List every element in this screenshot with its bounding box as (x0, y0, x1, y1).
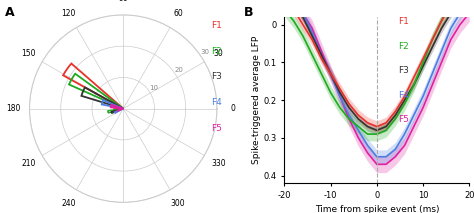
Y-axis label: Spike-triggered average LFP: Spike-triggered average LFP (252, 36, 261, 164)
Text: B: B (244, 6, 254, 19)
Text: A: A (5, 6, 14, 19)
Bar (102, 100, 123, 109)
Bar (69, 74, 123, 109)
Text: F3: F3 (211, 72, 222, 81)
Text: F5: F5 (398, 115, 409, 124)
X-axis label: Time from spike event (ms): Time from spike event (ms) (315, 205, 439, 213)
Text: F3: F3 (398, 66, 409, 75)
Bar (115, 109, 123, 113)
Text: F2: F2 (398, 42, 409, 50)
Bar (108, 109, 123, 113)
Text: F4: F4 (398, 91, 409, 99)
Bar (63, 63, 123, 109)
Bar (111, 109, 123, 113)
Bar (111, 105, 123, 109)
Text: F2: F2 (211, 47, 222, 56)
Bar (82, 87, 123, 109)
Text: F4: F4 (211, 98, 222, 107)
Text: F1: F1 (398, 17, 409, 26)
Bar (117, 109, 123, 111)
Bar (114, 109, 123, 110)
Text: F5: F5 (211, 124, 222, 132)
Text: F1: F1 (211, 21, 222, 30)
